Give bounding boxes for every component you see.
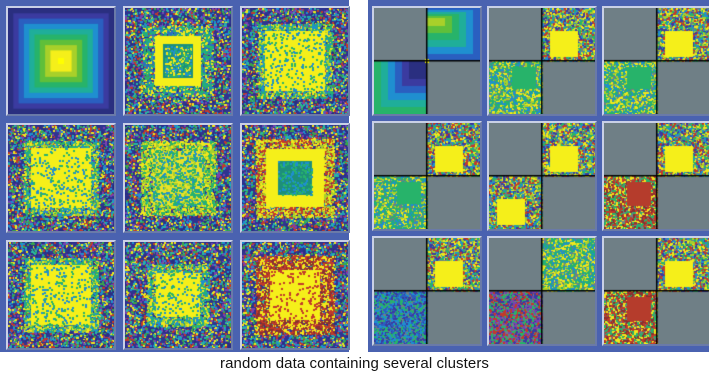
left-visualization-panel <box>0 0 350 352</box>
tile-plot <box>489 123 595 229</box>
quadrant-tile-4 <box>372 121 482 231</box>
cluster-tile-7 <box>6 240 116 350</box>
tile-plot <box>242 125 348 231</box>
tile-plot <box>242 242 348 348</box>
quadrant-tile-7 <box>372 236 482 346</box>
tile-plot <box>604 123 709 229</box>
tile-plot <box>604 238 709 344</box>
tile-plot <box>374 238 480 344</box>
tile-plot <box>125 125 231 231</box>
tile-plot <box>8 242 114 348</box>
tile-plot <box>489 8 595 114</box>
tile-plot <box>489 238 595 344</box>
quadrant-tile-9 <box>602 236 709 346</box>
figure-caption: random data containing several clusters <box>219 355 490 372</box>
quadrant-tile-5 <box>487 121 597 231</box>
cluster-tile-4 <box>6 123 116 233</box>
tile-plot <box>125 242 231 348</box>
tile-plot <box>8 125 114 231</box>
cluster-tile-3 <box>240 6 350 116</box>
right-visualization-panel <box>368 0 709 352</box>
quadrant-tile-1 <box>372 6 482 116</box>
cluster-tile-6 <box>240 123 350 233</box>
tile-plot <box>8 8 114 114</box>
tile-plot <box>242 8 348 114</box>
quadrant-tile-6 <box>602 121 709 231</box>
cluster-tile-1 <box>6 6 116 116</box>
cluster-tile-2 <box>123 6 233 116</box>
quadrant-tile-8 <box>487 236 597 346</box>
cluster-tile-5 <box>123 123 233 233</box>
tile-plot <box>125 8 231 114</box>
tile-plot <box>374 8 480 114</box>
quadrant-tile-3 <box>602 6 709 116</box>
tile-plot <box>604 8 709 114</box>
cluster-tile-8 <box>123 240 233 350</box>
cluster-tile-9 <box>240 240 350 350</box>
tile-plot <box>374 123 480 229</box>
quadrant-tile-2 <box>487 6 597 116</box>
